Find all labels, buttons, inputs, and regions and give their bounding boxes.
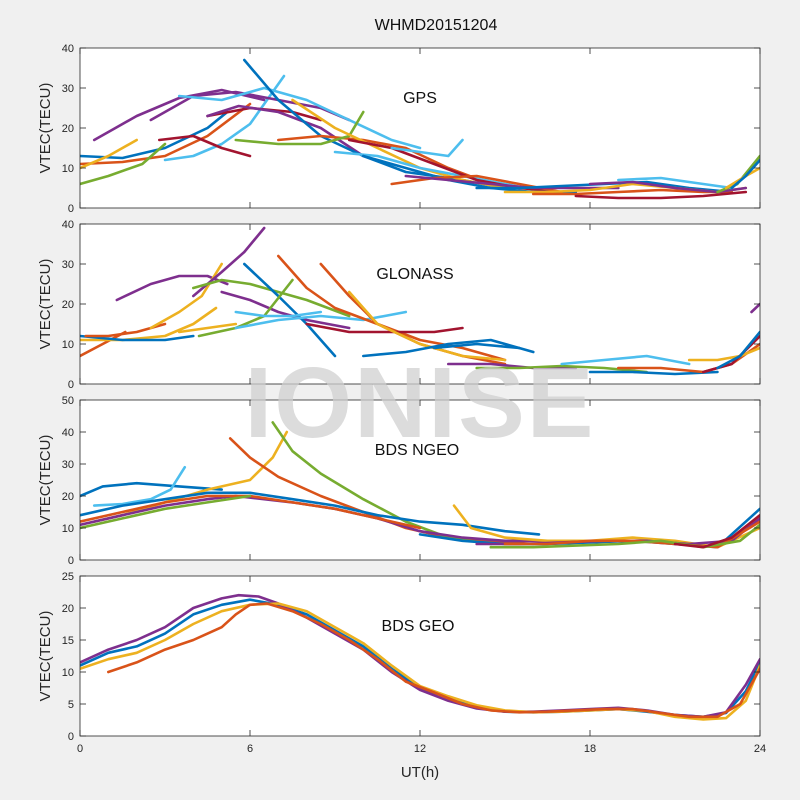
series-line-3 (80, 334, 195, 342)
series-line-20 (432, 342, 535, 354)
panel-label: BDS NGEO (375, 442, 459, 459)
series-line-2 (80, 306, 218, 342)
series-line-26 (687, 346, 760, 362)
y-tick-label: 0 (68, 203, 74, 215)
series-line-27 (616, 176, 734, 190)
x-tick-label: 6 (247, 743, 253, 755)
series-line-9 (192, 278, 351, 318)
series-line-7 (158, 134, 252, 158)
plot-area (80, 224, 760, 384)
series-line-18 (347, 290, 507, 362)
series-line-1 (80, 330, 127, 358)
watermark-ionise: IONISE (245, 347, 596, 459)
series-line-23 (560, 354, 691, 366)
y-tick-label: 20 (62, 123, 74, 135)
series-line-3 (80, 138, 138, 170)
series-line-15 (673, 513, 760, 549)
series-group (80, 593, 760, 721)
y-tick-label: 40 (62, 43, 74, 55)
y-tick-label: 0 (68, 379, 74, 391)
series-line-24 (588, 370, 719, 376)
series-line-25 (574, 190, 748, 200)
y-axis-label: VTEC(TECU) (37, 435, 54, 526)
y-tick-label: 40 (62, 219, 74, 231)
series-line-4 (107, 602, 760, 719)
y-axis-label: VTEC(TECU) (37, 259, 54, 350)
series-line-1 (80, 481, 223, 498)
y-tick-label: 10 (62, 163, 74, 175)
series-line-10 (220, 290, 351, 330)
x-tick-label: 0 (77, 743, 83, 755)
series-line-21 (446, 362, 578, 370)
y-tick-label: 15 (62, 635, 74, 647)
figure-title: WHMD20151204 (375, 17, 498, 34)
y-tick-label: 30 (62, 83, 74, 95)
x-tick-label: 12 (414, 743, 426, 755)
y-tick-label: 30 (62, 259, 74, 271)
y-axis-label: VTEC(TECU) (37, 611, 54, 702)
series-line-19 (361, 338, 521, 358)
y-tick-label: 30 (62, 459, 74, 471)
series-group (80, 226, 760, 376)
series-line-14 (489, 523, 760, 549)
y-tick-label: 5 (68, 699, 74, 711)
panel-1: 0 10 20 30 40 VTEC(TECU) GPS (37, 43, 761, 215)
y-tick-label: 40 (62, 427, 74, 439)
panel-4: 0 5 10 15 20 25 0 6 12 18 24 VTEC(TECU) BDS GEO (37, 571, 766, 755)
x-tick-label: 24 (754, 743, 766, 755)
x-axis-label: UT(h) (401, 764, 439, 781)
series-line-22 (475, 364, 649, 374)
y-tick-label: 25 (62, 571, 74, 583)
y-tick-label: 50 (62, 395, 74, 407)
series-line-26 (588, 180, 748, 194)
series-line-12 (197, 278, 294, 338)
y-tick-label: 20 (62, 491, 74, 503)
series-group (80, 421, 760, 549)
series-line-30 (730, 158, 760, 190)
series-line-21 (404, 174, 620, 190)
series-line-14 (234, 110, 365, 146)
y-tick-label: 20 (62, 603, 74, 615)
x-tick-label: 18 (584, 743, 596, 755)
y-tick-label: 10 (62, 667, 74, 679)
series-line-9 (177, 86, 422, 150)
panel-2: 0 10 20 30 40 VTEC(TECU) GLONASS (37, 219, 761, 391)
series-line-2 (92, 465, 187, 507)
series-line-13 (234, 310, 408, 330)
y-tick-label: 0 (68, 555, 74, 567)
series-group (80, 58, 760, 200)
series-line-29 (750, 302, 760, 314)
series-line-5 (80, 142, 167, 186)
series-line-19 (390, 138, 464, 158)
series-line-14 (234, 310, 323, 318)
series-line-2 (80, 102, 252, 166)
panel-label: BDS GEO (382, 618, 455, 635)
y-axis-label: VTEC(TECU) (37, 83, 54, 174)
y-tick-label: 0 (68, 731, 74, 743)
series-line-11 (243, 262, 337, 358)
panel-label: GPS (403, 90, 437, 107)
series-line-8 (177, 322, 238, 334)
series-line-28 (716, 330, 760, 370)
y-tick-label: 20 (62, 299, 74, 311)
panel-3: 0 10 20 30 40 50 VTEC(TECU) BDS NGEO (37, 395, 761, 567)
y-tick-label: 10 (62, 523, 74, 535)
series-line-13 (503, 520, 760, 549)
panels: 0 10 20 30 40 VTEC(TECU) GPS 0 10 20 30 40 VTEC(TECU… (37, 43, 766, 755)
series-line-9 (80, 494, 252, 530)
y-tick-label: 10 (62, 339, 74, 351)
panel-label: GLONASS (376, 266, 453, 283)
